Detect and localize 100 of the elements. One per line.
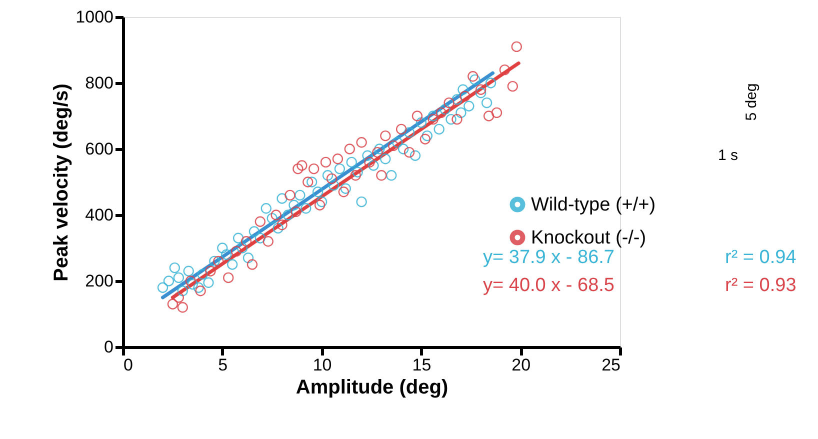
point (217, 242, 228, 254)
point (464, 100, 474, 112)
text: r² = 0.93 (725, 275, 796, 296)
point (352, 166, 363, 178)
point (209, 256, 220, 267)
point (376, 170, 387, 181)
point (314, 200, 326, 210)
point (410, 150, 421, 161)
point (356, 196, 367, 208)
point (440, 104, 450, 115)
point (475, 88, 486, 98)
x-tick-label: 25 (602, 356, 620, 374)
point (446, 114, 456, 125)
point (177, 286, 188, 296)
x-tick-label: 10 (312, 356, 332, 374)
point (436, 107, 446, 118)
point (205, 266, 216, 276)
point (266, 212, 278, 224)
point (328, 180, 340, 191)
point (296, 160, 308, 171)
point (346, 156, 357, 168)
point (223, 272, 234, 284)
point (221, 249, 232, 260)
point (388, 140, 399, 152)
point (420, 134, 431, 144)
point (294, 190, 306, 201)
point (193, 282, 204, 293)
point (468, 71, 478, 82)
legend-label: Wild-type (+/+) (531, 194, 656, 216)
point (185, 276, 196, 286)
point (195, 286, 206, 296)
point (404, 146, 415, 158)
point (163, 276, 174, 286)
point (511, 41, 522, 52)
point (404, 127, 415, 138)
point (499, 64, 510, 76)
point (246, 259, 258, 270)
text: 5 deg (743, 83, 760, 121)
point (248, 226, 260, 237)
point (276, 220, 288, 230)
point (322, 170, 334, 181)
point (368, 160, 379, 171)
point (282, 210, 294, 220)
point (434, 124, 444, 135)
x-tick-label: 20 (512, 356, 531, 374)
point (169, 262, 180, 274)
point (173, 272, 184, 284)
point (485, 78, 496, 88)
point (254, 232, 266, 244)
point (320, 156, 332, 168)
point (300, 203, 312, 214)
y-tick-label: 1000 (76, 8, 114, 26)
point (380, 130, 391, 142)
point (362, 150, 373, 161)
point (157, 282, 168, 293)
point (475, 84, 486, 95)
x-axis-title: Amplitude (deg) (296, 376, 448, 398)
point (458, 84, 468, 95)
point (272, 222, 284, 234)
point (334, 163, 346, 174)
y-axis-title: Peak velocity (deg/s) (50, 84, 73, 282)
point (444, 97, 454, 108)
point (428, 114, 438, 125)
point (230, 246, 242, 257)
legend-label: Knockout (-/-) (531, 228, 646, 248)
point (173, 292, 184, 303)
point (422, 130, 433, 142)
point (416, 117, 427, 128)
y-tick-label: 400 (85, 206, 114, 224)
point (306, 176, 318, 188)
point (226, 259, 238, 270)
point (344, 144, 355, 154)
point (507, 80, 518, 92)
point (372, 146, 383, 158)
point (396, 124, 407, 135)
point (308, 163, 320, 174)
point (452, 94, 462, 105)
x-tick-label: 15 (412, 356, 432, 374)
x-tick-label: 5 (218, 356, 228, 374)
y-tick-label: 800 (85, 74, 114, 92)
point (262, 236, 274, 247)
point (167, 298, 178, 310)
point (456, 107, 466, 118)
point (392, 137, 403, 148)
point (242, 252, 254, 264)
point (240, 236, 252, 247)
point (428, 110, 438, 122)
point (470, 74, 480, 86)
point (260, 203, 272, 214)
point (380, 154, 391, 164)
point (386, 170, 397, 181)
point (177, 302, 188, 313)
point (326, 173, 338, 184)
point (312, 186, 324, 198)
point (197, 269, 208, 280)
point (452, 114, 462, 125)
y-tick-label: 0 (104, 338, 114, 356)
point (290, 206, 302, 218)
point (254, 216, 266, 227)
point (338, 186, 350, 198)
